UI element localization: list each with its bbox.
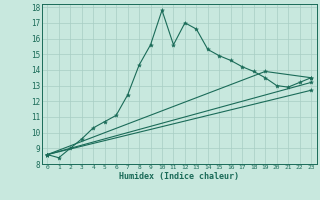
X-axis label: Humidex (Indice chaleur): Humidex (Indice chaleur) [119, 172, 239, 181]
